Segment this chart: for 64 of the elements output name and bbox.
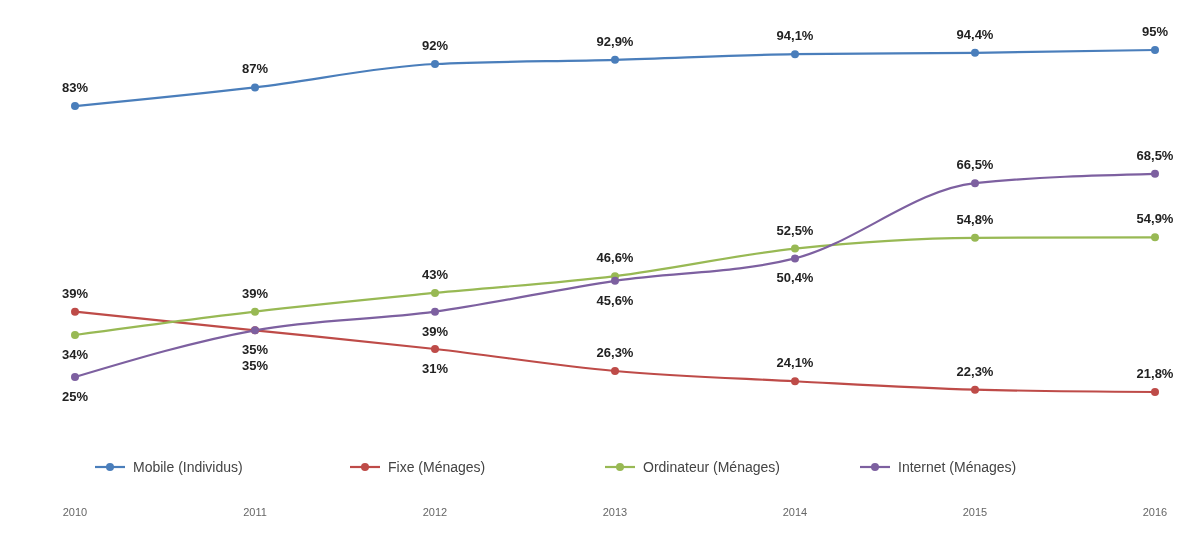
data-label: 25% [61,389,89,405]
point [791,377,799,386]
x-tick-label: 2010 [62,506,88,518]
data-label: 52,5% [776,222,814,238]
data-label: 94,4% [956,26,994,42]
point [251,307,259,316]
point [1151,46,1159,54]
x-tick-label: 2011 [243,506,267,518]
data-label: 66,5% [956,157,994,173]
data-label: 35% [241,342,269,358]
point [1151,388,1159,396]
data-label: 34% [61,347,89,362]
data-label: 35% [241,358,269,374]
point [71,307,79,316]
data-label: 68,5% [1136,147,1174,163]
point [71,102,79,111]
point [431,307,439,316]
data-label: 95% [1141,24,1169,39]
point [971,48,979,57]
point [431,288,439,297]
data-label: 54,9% [1136,211,1174,227]
point [971,233,979,242]
data-label: 21,8% [1136,366,1174,381]
x-tick-label: 2012 [422,506,448,518]
x-tick-label: 2014 [782,506,808,518]
x-tick-label: 2013 [602,506,628,518]
data-label: 39% [61,285,89,301]
data-label: 50,4% [776,270,814,286]
point [611,366,619,375]
point [971,179,979,188]
data-label: 22,3% [956,363,994,379]
x-tick-label: 2016 [1142,506,1168,518]
legend-label: Fixe (Ménages) [388,459,486,475]
point [611,276,619,285]
point [1151,233,1159,242]
x-tick-label: 2015 [962,506,988,518]
data-label: 87% [241,61,269,77]
point [611,55,619,64]
point [251,83,259,92]
data-label: 45,6% [596,292,634,308]
data-label: 26,3% [596,344,634,360]
point [791,244,799,253]
legend-label: Ordinateur (Ménages) [643,459,780,475]
point [791,50,799,59]
data-label: 54,8% [956,211,994,227]
point [431,60,439,69]
data-label: 39% [421,323,449,339]
data-label: 39% [241,285,269,301]
data-label: 83% [61,80,89,96]
data-label: 31% [421,361,449,377]
point [71,331,79,339]
data-label: 92% [421,38,449,54]
data-label: 24,1% [776,355,814,371]
data-label: 43% [421,266,449,282]
data-label: 92,9% [596,33,634,49]
legend-label: Mobile (Individus) [133,459,243,475]
data-label: 94,1% [776,28,814,44]
point [1151,169,1159,178]
data-label: 46,6% [596,250,634,266]
point [971,385,979,394]
point [71,373,79,382]
point [791,254,799,263]
legend-label: Internet (Ménages) [898,459,1017,475]
point [431,345,439,354]
